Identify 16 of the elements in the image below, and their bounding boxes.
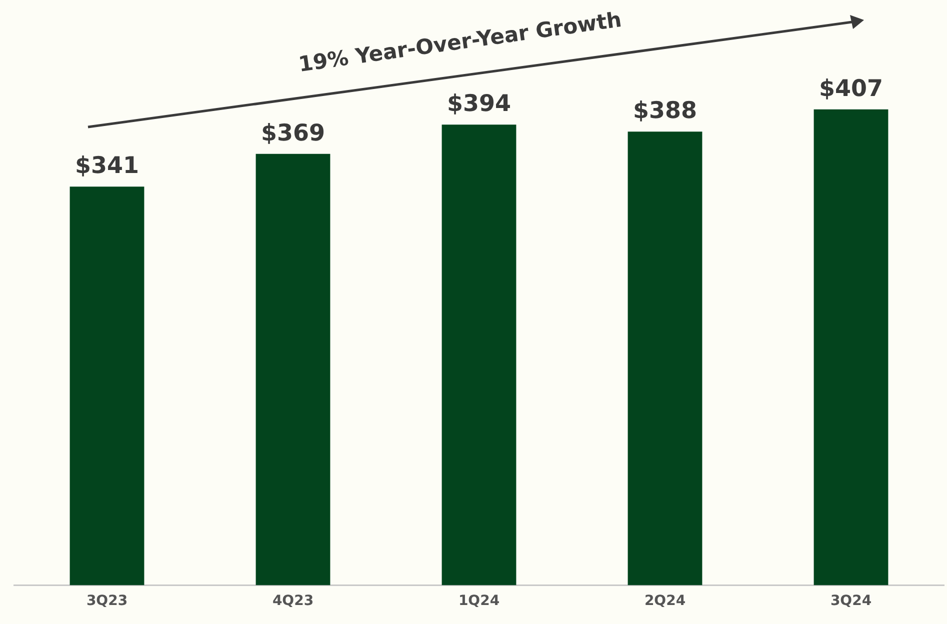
data-label: $369 <box>260 120 326 146</box>
bar <box>814 109 888 586</box>
x-tick-label: 3Q23 <box>86 593 128 610</box>
data-label: $388 <box>632 98 698 124</box>
bar <box>628 132 702 586</box>
data-label: $341 <box>74 153 140 180</box>
text: 19% Year-Over-Year Growth <box>296 6 624 79</box>
bar <box>256 154 330 586</box>
x-tick-label: 2Q24 <box>644 593 686 610</box>
bar <box>442 124 516 586</box>
x-tick-label: 4Q23 <box>272 593 314 610</box>
x-tick-label: 1Q24 <box>458 593 500 610</box>
data-label: $407 <box>818 76 884 102</box>
bar <box>70 186 144 586</box>
x-tick-label: 3Q24 <box>830 593 872 610</box>
data-label: $394 <box>446 91 512 118</box>
